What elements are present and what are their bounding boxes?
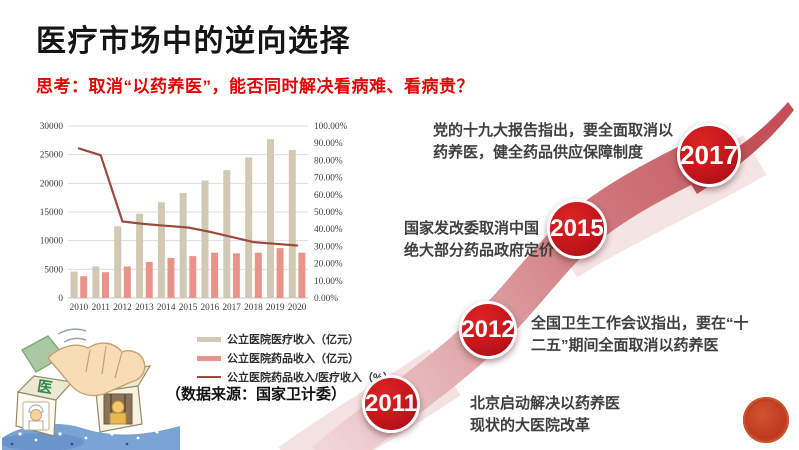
- x-axis-label: 2015: [179, 303, 198, 313]
- red-seal-icon: [743, 397, 789, 443]
- bar-medical-revenue: [223, 170, 231, 298]
- x-axis-label: 2019: [266, 303, 285, 313]
- bar-medical-revenue: [267, 139, 274, 298]
- x-axis-label: 2010: [70, 303, 89, 313]
- bar-medical-revenue: [179, 193, 187, 298]
- bar-drug-revenue: [298, 252, 306, 298]
- legend-marker-drug-bar: [197, 355, 221, 361]
- y2-axis-label: 20.00%: [314, 260, 343, 270]
- timeline-year-2017: 2017: [677, 123, 741, 187]
- bar-drug-revenue: [145, 261, 153, 298]
- y2-axis-label: 60.00%: [314, 191, 343, 201]
- bar-drug-revenue: [211, 252, 219, 298]
- y2-axis-label: 30.00%: [314, 242, 343, 252]
- x-axis-label: 2014: [157, 303, 176, 313]
- x-axis-label: 2018: [244, 303, 263, 313]
- y2-axis-label: 70.00%: [314, 174, 343, 184]
- cube-label-medical: 医: [36, 378, 53, 397]
- y-axis-label: 30000: [40, 122, 64, 132]
- x-axis-label: 2011: [92, 303, 111, 313]
- bar-medical-revenue: [70, 271, 78, 298]
- y2-axis-label: 90.00%: [314, 139, 343, 149]
- y2-axis-label: 10.00%: [314, 277, 343, 287]
- legend-label: 公立医院药品收入（亿元）: [227, 353, 359, 365]
- left-cube: 医: [15, 375, 74, 437]
- bar-drug-revenue: [80, 276, 88, 298]
- legend-item-medical-revenue: 公立医院医疗收入（亿元）: [197, 331, 394, 347]
- bar-medical-revenue: [92, 266, 100, 298]
- y2-axis-label: 80.00%: [314, 156, 343, 166]
- legend-item-drug-revenue: 公立医院药品收入（亿元）: [197, 350, 394, 366]
- y-axis-label: 5000: [44, 265, 63, 275]
- x-axis-label: 2012: [113, 303, 132, 313]
- bar-drug-revenue: [167, 257, 175, 298]
- legend-marker-ratio-line: [197, 375, 221, 379]
- timeline-text-2015: 国家发改委取消中国 绝大部分药品政府定价: [404, 220, 555, 259]
- hand-illustration: [21, 328, 146, 397]
- slide-subtitle: 思考：取消“以药养医”，能否同时解决看病难、看病贵？: [36, 77, 474, 96]
- x-axis-label: 2017: [222, 303, 241, 313]
- bar-drug-revenue: [232, 253, 240, 298]
- timeline-year-2012: 2012: [459, 301, 517, 359]
- bar-medical-revenue: [136, 213, 144, 298]
- y2-axis-label: 0.00%: [314, 294, 338, 304]
- x-axis-label: 2020: [288, 303, 307, 313]
- y-axis-label: 0: [58, 294, 63, 304]
- y2-axis-label: 50.00%: [314, 208, 343, 218]
- timeline-text-2017: 党的十九大报告指出，要全面取消以 药养医，健全药品供应保障制度: [433, 122, 674, 161]
- bar-medical-revenue: [157, 202, 165, 298]
- medicine-drug-cubes-illustration: 医 药: [2, 328, 180, 450]
- y2-axis-label: 100.00%: [314, 122, 348, 132]
- bar-drug-revenue: [254, 252, 262, 298]
- bar-medical-revenue: [245, 157, 253, 298]
- bar-medical-revenue: [114, 226, 122, 298]
- x-axis-label: 2013: [135, 303, 154, 313]
- revenue-chart: 30000 25000 20000 15000 10000 5000 0 100.00% 90.…: [40, 122, 348, 313]
- y2-axis-label: 40.00%: [314, 225, 343, 235]
- timeline-text-2012: 全国卫生工作会议指出，要在“十 二五”期间全面取消以药养医: [531, 315, 749, 354]
- y-axis-label: 20000: [40, 179, 64, 189]
- year-label: 2015: [550, 215, 604, 242]
- bar-medical-revenue: [201, 180, 209, 298]
- legend-label: 公立医院医疗收入（亿元）: [227, 334, 359, 346]
- bar-drug-revenue: [123, 266, 131, 298]
- timeline-text-2011: 北京启动解决以药养医 现状的大医院改革: [470, 395, 621, 434]
- bar-drug-revenue: [276, 248, 284, 298]
- bar-drug-revenue: [189, 256, 197, 298]
- y-axis-label: 25000: [40, 151, 64, 161]
- timeline-year-2015: 2015: [547, 199, 607, 259]
- year-label: 2017: [680, 139, 738, 170]
- year-label: 2011: [364, 390, 418, 417]
- page-title: 医疗市场中的逆向选择: [36, 25, 351, 58]
- y-axis-label: 15000: [40, 208, 64, 218]
- y-axis-label: 10000: [40, 237, 64, 247]
- year-label: 2012: [461, 316, 515, 343]
- x-axis-label: 2016: [201, 303, 220, 313]
- bar-drug-revenue: [102, 272, 109, 298]
- timeline-year-2011: 2011: [362, 375, 420, 433]
- data-source-note: （数据来源：国家卫计委）: [166, 386, 347, 403]
- drug-ratio-line: [77, 147, 299, 247]
- legend-marker-medical-bar: [197, 336, 221, 342]
- bar-medical-revenue: [288, 150, 296, 298]
- chart-legend: 公立医院医疗收入（亿元） 公立医院药品收入（亿元） 公立医院药品收入/医疗收入（…: [197, 331, 394, 385]
